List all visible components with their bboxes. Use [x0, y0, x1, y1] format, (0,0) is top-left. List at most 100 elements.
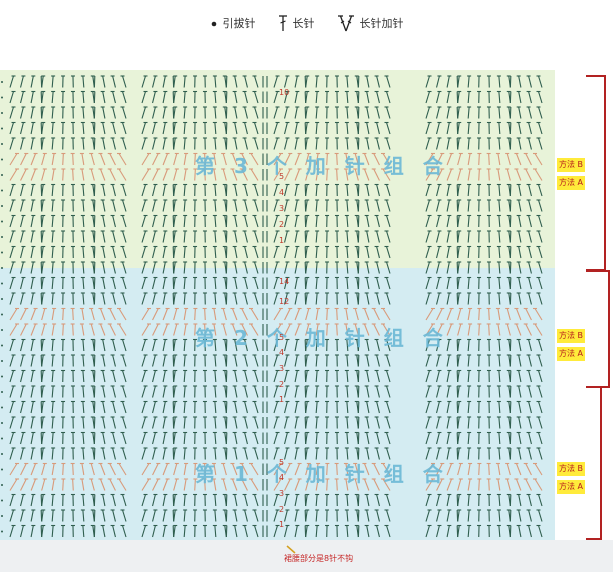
stitch-mark	[518, 91, 522, 104]
method-b-tag-3: 方法 B	[557, 158, 585, 172]
slip-stitch-dot	[1, 375, 3, 378]
stitch-mark	[346, 137, 349, 150]
stitch-mark	[382, 168, 391, 181]
stitch-mark	[446, 525, 450, 538]
stitch-mark	[326, 308, 328, 321]
stitch-mark	[102, 277, 106, 290]
stitch-mark	[20, 385, 24, 398]
stitch-mark	[234, 339, 238, 352]
stitch-mark	[112, 75, 116, 88]
stitch-mark	[183, 230, 186, 243]
slip-stitch-symbol	[211, 21, 216, 27]
stitch-mark	[336, 308, 338, 321]
stitch-mark	[9, 106, 15, 119]
stitch-mark	[183, 432, 186, 445]
stitch-mark	[253, 199, 259, 212]
stitch-mark	[51, 277, 54, 290]
stitch-mark	[152, 91, 156, 104]
stitch-mark	[152, 75, 156, 88]
stitch-mark	[467, 91, 470, 104]
stitch-mark	[204, 478, 206, 491]
method-a-tag-2: 方法 A	[557, 347, 585, 361]
stitch-mark	[121, 292, 127, 305]
stitch-mark	[436, 184, 440, 197]
stitch-mark	[72, 308, 74, 321]
stitch-mark	[253, 292, 259, 305]
stitch-mark	[518, 339, 522, 352]
stitch-mark	[82, 199, 85, 212]
stitch-mark	[141, 246, 147, 259]
stitch-mark	[152, 184, 156, 197]
stitch-mark	[284, 122, 288, 135]
stitch-mark	[102, 370, 106, 383]
stitch-mark	[183, 494, 186, 507]
stitch-mark	[354, 478, 359, 491]
stitch-mark	[518, 385, 522, 398]
stitch-mark	[244, 137, 248, 150]
stitch-mark	[498, 494, 501, 507]
stitch-mark	[446, 463, 453, 476]
right-margin	[555, 70, 613, 540]
stitch-mark	[183, 463, 187, 476]
stitch-mark	[214, 385, 217, 398]
stitch-mark	[436, 323, 443, 336]
stitch-mark	[498, 401, 501, 414]
stitch-mark	[376, 75, 380, 88]
stitch-mark	[51, 168, 55, 181]
stitch-mark	[20, 401, 24, 414]
stitch-mark	[253, 91, 259, 104]
stitch-mark	[273, 354, 279, 367]
stitch-mark	[436, 308, 443, 321]
stitch-mark	[366, 525, 370, 538]
stitch-mark	[498, 432, 501, 445]
stitch-mark	[244, 401, 248, 414]
stitch-mark	[112, 106, 116, 119]
stitch-mark	[294, 401, 298, 414]
legend-slip-stitch-label: 引拔针	[222, 17, 256, 30]
stitch-mark	[382, 153, 391, 166]
stitch-mark	[273, 246, 279, 259]
stitch-mark	[183, 137, 186, 150]
stitch-mark	[436, 292, 440, 305]
stitch-mark	[183, 75, 186, 88]
stitch-mark	[498, 509, 501, 522]
stitch-mark	[528, 447, 532, 460]
arrow-icon	[286, 545, 296, 554]
stitch-mark	[498, 199, 501, 212]
method-a-tag-1: 方法 A	[557, 480, 585, 494]
stitch-mark	[234, 277, 238, 290]
stitch-mark	[112, 370, 116, 383]
stitch-mark	[231, 153, 238, 166]
stitch-mark	[446, 401, 450, 414]
stitch-mark	[244, 91, 248, 104]
stitch-mark	[326, 323, 328, 336]
stitch-mark	[141, 447, 147, 460]
stitch-mark	[385, 122, 391, 135]
stitch-mark	[537, 416, 543, 429]
stitch-mark	[141, 230, 147, 243]
stitch-mark	[284, 230, 288, 243]
stitch-mark	[112, 184, 116, 197]
stitch-mark	[385, 230, 391, 243]
stitch-mark	[446, 339, 450, 352]
stitch-mark	[121, 339, 127, 352]
stitch-mark	[183, 478, 187, 491]
stitch-mark	[9, 292, 15, 305]
stitch-mark	[446, 168, 453, 181]
stitch-mark	[425, 401, 431, 414]
group-3-title: 第 3 个 加 针 组 合	[195, 154, 449, 178]
stitch-mark	[20, 184, 24, 197]
stitch-mark	[51, 199, 54, 212]
stitch-mark	[518, 122, 522, 135]
stitch-mark	[141, 261, 147, 274]
stitch-mark	[498, 137, 501, 150]
row-number: 2	[279, 380, 285, 389]
stitch-mark	[102, 261, 106, 274]
stitch-mark	[41, 463, 46, 476]
stitch-mark	[9, 478, 18, 491]
method-b-tag-2: 方法 B	[557, 329, 585, 343]
stitch-mark	[436, 137, 440, 150]
stitch-mark	[162, 168, 169, 181]
stitch-mark	[537, 137, 543, 150]
stitch-mark	[284, 447, 288, 460]
